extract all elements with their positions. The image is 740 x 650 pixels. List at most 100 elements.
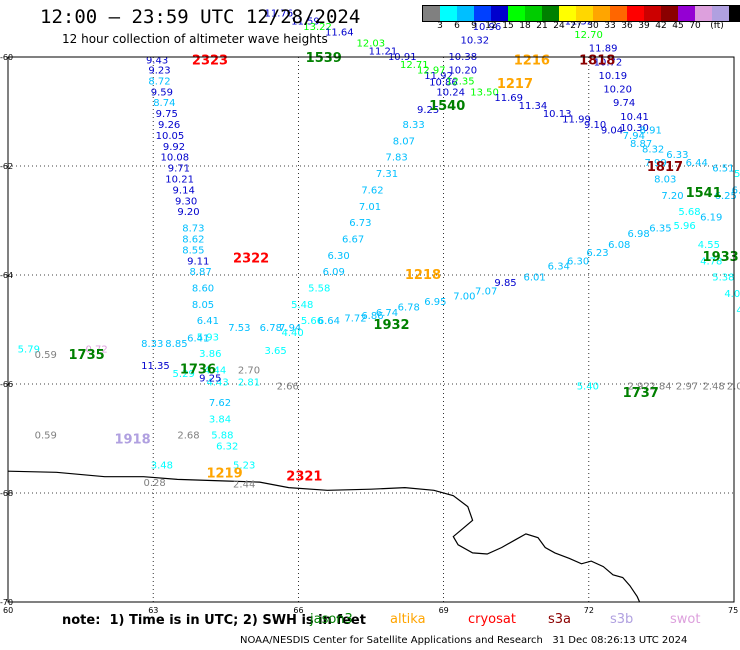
wave-height-value: 5.93 (197, 333, 219, 344)
wave-height-value: 9.04 (601, 125, 623, 136)
wave-height-colorbar (422, 5, 740, 22)
wave-height-value: 12.70 (574, 30, 603, 41)
wave-height-value: 2.05 (727, 382, 740, 393)
colorbar-label: 42 (655, 21, 667, 31)
colorbar-labels: 3 6 9 12 15 18 21 24 27 30 33 36 39 42 45 70 (ft) (422, 21, 740, 35)
wave-height-value: 9.59 (151, 87, 173, 98)
wave-height-value: 9.23 (148, 66, 170, 77)
wave-height-value: 11.35 (141, 361, 170, 372)
wave-height-value: 2.44 (233, 480, 255, 491)
wave-height-value: 8.73 (182, 224, 204, 235)
wave-height-value: 6.78 (398, 303, 420, 314)
wave-height-value: 11.92 (424, 71, 453, 82)
satellite-legend-item: s3a (548, 612, 572, 627)
wave-height-value: 6.25 (715, 191, 737, 202)
colorbar-swatch (661, 6, 678, 21)
lat-tick-label: -68 (0, 489, 13, 498)
wave-height-value: 9.25 (199, 373, 221, 384)
page-title: 12:00 – 23:59 UTC 12/28/2024 (40, 6, 361, 28)
colorbar-swatch (678, 6, 695, 21)
wave-height-value: 6.41 (197, 316, 219, 327)
wave-height-value: 7.53 (228, 323, 250, 334)
wave-height-value: 8.03 (654, 175, 676, 186)
satellite-legend-item: jason3 (310, 612, 353, 627)
wave-height-value: 10.20 (603, 85, 632, 96)
pass-time-label: 1818 (579, 54, 615, 69)
wave-height-value: 0.59 (35, 350, 57, 361)
colorbar-label: 30 (587, 21, 599, 31)
wave-height-value: 8.60 (192, 284, 214, 295)
colorbar-swatch (474, 6, 491, 21)
lon-tick-label: 63 (148, 606, 158, 615)
colorbar-swatch (457, 6, 474, 21)
pass-time-label: 1539 (306, 51, 342, 66)
wave-height-value: 3.48 (151, 461, 173, 472)
colorbar-swatch (559, 6, 576, 21)
wave-height-value: 11.64 (325, 27, 354, 38)
wave-height-value: 8.32 (642, 145, 664, 156)
wave-height-value: 5.58 (308, 284, 330, 295)
wave-height-value: 2.48 (703, 382, 725, 393)
wave-height-value: 6.33 (666, 150, 688, 161)
wave-height-value: 13.50 (470, 87, 499, 98)
wave-height-value: 10.41 (620, 112, 649, 123)
wave-height-value: 7.62 (209, 398, 231, 409)
wave-height-value: 5.88 (211, 431, 233, 442)
wave-height-value: 6.95 (424, 297, 446, 308)
lon-tick-label: 66 (293, 606, 303, 615)
wave-height-value: 6.23 (586, 248, 608, 259)
wave-height-value: 12.35 (446, 76, 475, 87)
wave-height-value: 6.74 (376, 308, 398, 319)
wave-height-value: 7.07 (475, 286, 497, 297)
lat-tick-label: -66 (0, 380, 13, 389)
wave-height-value: 2.84 (649, 382, 671, 393)
wave-height-value: 4.40 (281, 328, 303, 339)
wave-height-value: 9.25 (417, 105, 439, 116)
wave-height-value: 6.19 (700, 213, 722, 224)
wave-height-value: 4.23 (736, 305, 740, 316)
wave-height-value: 10.86 (429, 78, 458, 89)
wave-height-value: 10.08 (160, 153, 189, 164)
wave-height-value: 4.44 (204, 365, 226, 376)
colorbar-label: 18 (519, 21, 531, 31)
wave-height-value: 4.78 (700, 256, 722, 267)
wave-height-value: 10.13 (543, 109, 572, 120)
wave-height-value: 10.21 (165, 175, 194, 186)
wave-height-value: 10.19 (598, 71, 627, 82)
credit-line: NOAA/NESDIS Center for Satellite Applica… (240, 635, 688, 646)
pass-time-label: 1540 (429, 99, 465, 114)
pass-time-label: 1918 (114, 433, 150, 448)
wave-height-value: 5.72 (734, 169, 740, 180)
colorbar-label: 9 (471, 21, 477, 31)
wave-height-value: 7.83 (386, 153, 408, 164)
wave-height-value: 10.20 (448, 66, 477, 77)
wave-height-value: 9.11 (187, 256, 209, 267)
lat-tick-label: -62 (0, 162, 13, 171)
wave-height-value: 0.28 (144, 478, 166, 489)
wave-height-value: 9.10 (584, 120, 606, 131)
colorbar-label: 33 (604, 21, 616, 31)
colorbar-label: 3 (437, 21, 443, 31)
pass-time-label: 1219 (206, 466, 242, 481)
page-subtitle: 12 hour collection of altimeter wave hei… (62, 32, 328, 46)
antarctic-coastline (7, 470, 641, 603)
wave-height-value: 5.29 (173, 369, 195, 380)
wave-height-value: 12.97 (417, 66, 446, 77)
wave-height-value: 6.73 (349, 218, 371, 229)
wave-height-value: 2.97 (676, 382, 698, 393)
colorbar-label: 12 (485, 21, 497, 31)
wave-height-value: 6.64 (318, 316, 340, 327)
colorbar-label: (ft) (710, 21, 724, 31)
satellite-legend-item: s3b (610, 612, 634, 627)
wave-height-value: 10.24 (436, 87, 465, 98)
wave-height-value: 6.34 (548, 262, 570, 273)
wave-height-value: 7.62 (361, 185, 383, 196)
wave-height-value: 10.96 (473, 22, 502, 33)
wave-height-value: 6.41 (187, 334, 209, 345)
wave-height-value: 2.66 (277, 382, 299, 393)
wave-height-value: 13.22 (303, 22, 332, 33)
wave-height-value: 8.62 (182, 234, 204, 245)
footer-note: note: 1) Time is in UTC; 2) SWH is in fe… (62, 613, 366, 628)
wave-height-value: 8.07 (393, 136, 415, 147)
